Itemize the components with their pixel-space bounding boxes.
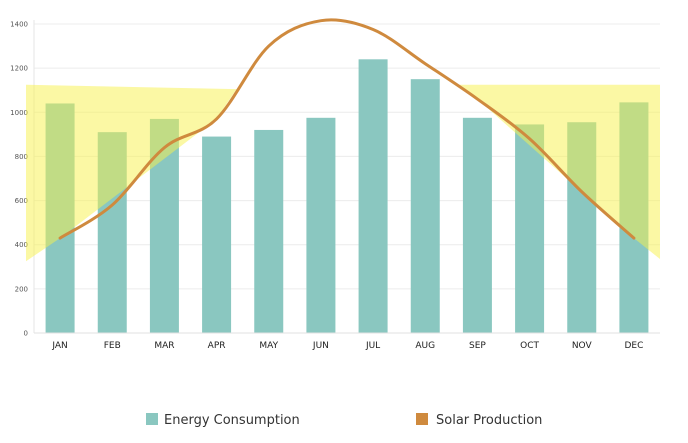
y-tick-label: 600 <box>15 197 28 205</box>
legend: Energy Consumption Solar Production <box>146 413 542 428</box>
x-tick-label: SEP <box>469 341 486 351</box>
legend-swatch-solar-production <box>416 413 428 425</box>
legend-label-solar-production: Solar Production <box>436 413 542 428</box>
x-tick-label: JUN <box>312 341 329 351</box>
bar-jun <box>306 117 336 333</box>
x-tick-label: JUL <box>365 341 380 351</box>
x-tick-label: MAY <box>259 341 278 351</box>
legend-label-energy-consumption: Energy Consumption <box>164 413 300 428</box>
y-tick-label: 1400 <box>10 21 28 29</box>
y-tick-label: 200 <box>15 285 28 293</box>
bar-apr <box>202 136 232 333</box>
x-tick-label: JAN <box>51 341 67 351</box>
solar-production-path <box>58 18 636 240</box>
x-tick-label: AUG <box>415 341 435 351</box>
x-tick-label: DEC <box>624 341 643 351</box>
y-tick-label: 0 <box>24 330 28 338</box>
x-tick-label: NOV <box>572 341 593 351</box>
y-tick-label: 800 <box>15 153 28 161</box>
solar-production-line <box>58 18 636 240</box>
x-tick-label: FEB <box>104 341 121 351</box>
x-axis: JAN FEB MAR APR MAY JUN JUL AUG SEP OCT NOV DEC <box>34 332 660 351</box>
bar-may <box>254 129 284 333</box>
x-tick-label: APR <box>208 341 226 351</box>
bar-jul <box>358 59 388 334</box>
x-tick-label: MAR <box>154 341 174 351</box>
bar-aug <box>410 79 440 333</box>
bar-sep <box>462 117 492 333</box>
highlight-region <box>26 84 237 262</box>
legend-swatch-energy-consumption <box>146 413 158 425</box>
bar-oct <box>515 124 545 333</box>
y-tick-label: 400 <box>15 241 28 249</box>
x-tick-label: OCT <box>520 341 539 351</box>
y-tick-label: 1000 <box>10 109 28 117</box>
y-tick-label: 1200 <box>10 65 28 73</box>
